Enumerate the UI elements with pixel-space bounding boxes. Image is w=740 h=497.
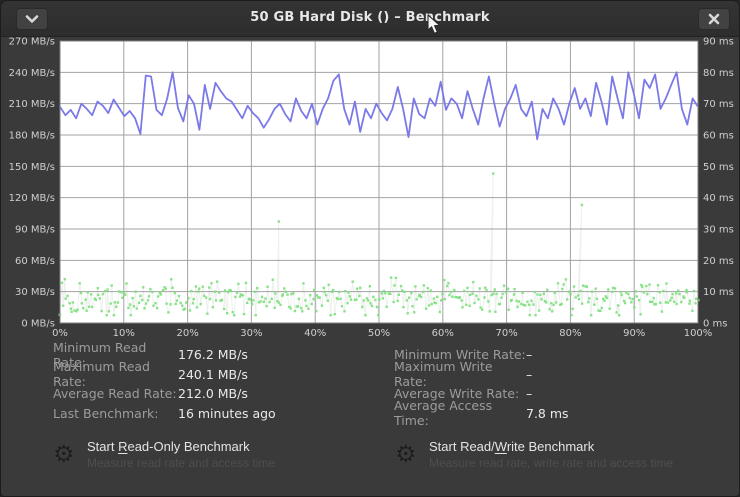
benchmark-stats: Minimum Read Rate: 176.2 MB/s Maximum Re… xyxy=(1,340,739,429)
stat-minimum-read-rate: Minimum Read Rate: 176.2 MB/s xyxy=(53,340,371,370)
axis-tick-label: 0 ms xyxy=(703,319,728,330)
axis-tick-label: 120 MB/s xyxy=(9,193,55,204)
stat-value: 212.0 MB/s xyxy=(178,386,248,402)
axis-tick-label: 90 ms xyxy=(703,37,734,48)
axis-tick-label: 70 ms xyxy=(703,99,734,110)
stat-label: Average Write Rate: xyxy=(394,386,520,402)
window-title: 50 GB Hard Disk () – Benchmark xyxy=(250,10,490,25)
stat-value: 16 minutes ago xyxy=(178,405,276,421)
axis-tick-label: 60% xyxy=(432,328,454,339)
axis-tick-label: 100% xyxy=(684,328,713,339)
axis-tick-label: 50 ms xyxy=(703,162,734,173)
axis-tick-label: 20 ms xyxy=(703,256,734,267)
axis-tick-label: 60 ms xyxy=(703,131,734,142)
chevron-down-icon xyxy=(25,14,39,24)
stat-value: 240.1 MB/s xyxy=(178,366,248,382)
axis-tick-label: 30 MB/s xyxy=(15,287,55,298)
stat-label: Average Read Rate: xyxy=(53,386,177,402)
start-read-write-subtitle: Measure read rate, write rate and access… xyxy=(429,456,674,470)
axis-tick-label: 10% xyxy=(113,328,135,339)
stat-value: – xyxy=(526,347,533,363)
axis-tick-label: 70% xyxy=(495,328,517,339)
stat-label: Minimum Read Rate: xyxy=(53,339,147,370)
window-menu-button[interactable] xyxy=(16,8,48,30)
stat-label: Maximum Write Rate: xyxy=(394,359,493,390)
stat-maximum-write-rate: Maximum Write Rate: – xyxy=(394,359,739,389)
stat-value: 7.8 ms xyxy=(526,405,569,421)
titlebar: 50 GB Hard Disk () – Benchmark xyxy=(1,1,739,37)
axis-tick-label: 10 ms xyxy=(703,287,734,298)
gear-icon: ⚙ xyxy=(53,441,75,468)
stat-label: Average Access Time: xyxy=(394,398,493,429)
gear-icon: ⚙ xyxy=(395,441,417,468)
close-icon xyxy=(708,13,720,25)
axis-tick-label: 30 ms xyxy=(703,225,734,236)
axis-tick-label: 240 MB/s xyxy=(9,68,55,79)
axis-tick-label: 90% xyxy=(623,328,645,339)
start-read-write-benchmark-button[interactable]: ⚙ Start Read/Write Benchmark Measure rea… xyxy=(387,435,681,475)
stat-label: Minimum Write Rate: xyxy=(394,347,526,363)
read-stats: Minimum Read Rate: 176.2 MB/s Maximum Re… xyxy=(1,340,371,424)
axis-tick-label: 20% xyxy=(176,328,198,339)
stat-value: 176.2 MB/s xyxy=(178,347,248,363)
stat-average-read-rate: Average Read Rate: 212.0 MB/s xyxy=(53,384,371,404)
axis-tick-label: 0 MB/s xyxy=(21,319,55,330)
axis-tick-label: 30% xyxy=(240,328,262,339)
axis-tick-label: 50% xyxy=(368,328,390,339)
start-read-write-label: Start Read/Write Benchmark xyxy=(429,439,595,454)
stat-average-access-time: Average Access Time: 7.8 ms xyxy=(394,398,739,428)
stat-label: Last Benchmark: xyxy=(53,405,159,421)
stat-value: – xyxy=(526,386,533,402)
benchmark-chart: 270 MB/s 240 MB/s 210 MB/s 180 MB/s 150 MB/s… xyxy=(1,37,739,342)
axis-tick-label: 80% xyxy=(559,328,581,339)
start-read-only-subtitle: Measure read rate and access time xyxy=(87,456,276,470)
axis-tick-label: 40 ms xyxy=(703,193,734,204)
benchmark-actions: ⚙ Start Read-Only Benchmark Measure read… xyxy=(1,435,739,475)
axis-tick-label: 180 MB/s xyxy=(9,131,55,142)
write-stats: Minimum Write Rate: – Maximum Write Rate… xyxy=(371,345,739,428)
stat-minimum-write-rate: Minimum Write Rate: – xyxy=(394,345,739,365)
stat-average-write-rate: Average Write Rate: – xyxy=(394,384,739,404)
axis-tick-label: 0% xyxy=(52,328,68,339)
axis-tick-label: 150 MB/s xyxy=(9,162,55,173)
axis-tick-label: 90 MB/s xyxy=(15,225,55,236)
axis-tick-label: 40% xyxy=(304,328,326,339)
close-button[interactable] xyxy=(698,8,730,30)
axis-tick-label: 60 MB/s xyxy=(15,256,55,267)
stat-last-benchmark: Last Benchmark: 16 minutes ago xyxy=(53,404,371,424)
start-read-only-benchmark-button[interactable]: ⚙ Start Read-Only Benchmark Measure read… xyxy=(45,435,283,475)
axis-tick-label: 270 MB/s xyxy=(9,37,55,48)
axis-tick-label: 80 ms xyxy=(703,68,734,79)
stat-value: – xyxy=(526,366,533,382)
start-read-only-label: Start Read-Only Benchmark xyxy=(87,439,250,454)
benchmark-plot: 270 MB/s 240 MB/s 210 MB/s 180 MB/s 150 MB/s… xyxy=(9,37,734,339)
axis-tick-label: 210 MB/s xyxy=(9,99,55,110)
stat-label: Maximum Read Rate: xyxy=(53,359,150,390)
stat-maximum-read-rate: Maximum Read Rate: 240.1 MB/s xyxy=(53,359,371,389)
